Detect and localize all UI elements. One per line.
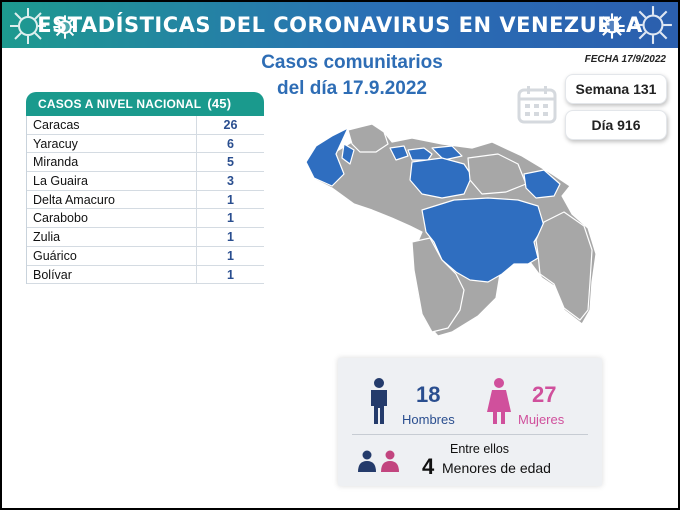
entre-ellos-label: Entre ellos (450, 442, 510, 456)
divider (352, 434, 588, 435)
map-state (347, 123, 389, 153)
table-row: Carabobo 1 (27, 209, 264, 229)
virus-icon (10, 8, 46, 44)
main-title-line1: Casos comunitarios (261, 52, 443, 73)
table-row: La Guaira 3 (27, 172, 264, 191)
table-row: Guárico 1 (27, 246, 264, 266)
map-state-guarico (409, 157, 473, 199)
table-row: Zulia 1 (27, 228, 264, 247)
state-cases: 26 (223, 118, 238, 132)
map-state (535, 211, 593, 321)
calendar-icon (517, 86, 557, 124)
page-title: ESTADÍSTICAS DEL CORONAVIRUS EN VENEZUEL… (37, 13, 643, 37)
virus-icon (53, 15, 77, 39)
state-name: Carabobo (27, 209, 197, 228)
table-row: Miranda 5 (27, 153, 264, 173)
man-icon (371, 378, 387, 424)
map-state (411, 237, 465, 333)
mujeres-count: 27 (532, 382, 557, 407)
state-cases: 6 (227, 136, 234, 151)
day-badge: Día 916 (565, 110, 667, 140)
mujeres-label: Mujeres (518, 412, 565, 427)
menores-label: Menores de edad (442, 460, 551, 476)
map-state (341, 143, 355, 165)
table-rows: Caracas 26 Yaracuy 6 Miranda 5 La Guaira 3 Delta… (26, 116, 264, 285)
state-name: Yaracuy (27, 134, 197, 153)
map-state (389, 145, 409, 161)
hombres-label: Hombres (402, 412, 455, 427)
date-label: FECHA 17/9/2022 (584, 54, 666, 65)
table-total: (45) (207, 96, 232, 111)
state-cases: 1 (227, 211, 234, 226)
state-name: La Guaira (27, 172, 197, 190)
children-icon (358, 450, 399, 472)
table-header: CASOS A NIVEL NACIONAL (45) (26, 92, 264, 116)
map-state (467, 153, 527, 195)
cases-table: CASOS A NIVEL NACIONAL (45) Caracas 26 Yara… (26, 92, 264, 285)
table-row: Bolívar 1 (27, 265, 264, 285)
state-name: Miranda (27, 153, 197, 172)
map-state-zulia (305, 127, 349, 187)
state-cases: 1 (227, 267, 234, 282)
table-header-label: CASOS A NIVEL NACIONAL (38, 97, 202, 111)
virus-icon (634, 6, 672, 44)
stats-panel: 18 Hombres 27 Mujeres Entre ellos 4 Meno… (338, 358, 602, 486)
venezuela-map (305, 123, 597, 337)
state-name: Guárico (27, 246, 197, 265)
map-state (407, 147, 433, 161)
state-name: Zulia (27, 228, 197, 246)
header-banner: ESTADÍSTICAS DEL CORONAVIRUS EN VENEZUEL… (2, 2, 678, 48)
state-cases: 1 (227, 248, 234, 263)
hombres-count: 18 (416, 382, 441, 407)
menores-count: 4 (422, 454, 435, 479)
state-cases: 5 (227, 155, 234, 170)
table-row: Caracas 26 (27, 116, 264, 135)
week-badge: Semana 131 (565, 74, 667, 104)
map-state-delta-amacuro (523, 169, 561, 199)
map-state (431, 145, 463, 161)
state-name: Caracas (27, 116, 197, 134)
table-row: Yaracuy 6 (27, 134, 264, 154)
main-title-line2: del día 17.9.2022 (277, 78, 427, 99)
state-cases: 3 (227, 174, 234, 189)
virus-icon (599, 13, 625, 39)
state-name: Bolívar (27, 265, 197, 284)
state-cases: 1 (227, 230, 234, 245)
woman-icon (487, 378, 511, 424)
state-cases: 1 (227, 192, 234, 207)
state-name: Delta Amacuro (27, 190, 197, 209)
main-title: Casos comunitarios del día 17.9.2022 (232, 50, 472, 102)
table-row: Delta Amacuro 1 (27, 190, 264, 210)
